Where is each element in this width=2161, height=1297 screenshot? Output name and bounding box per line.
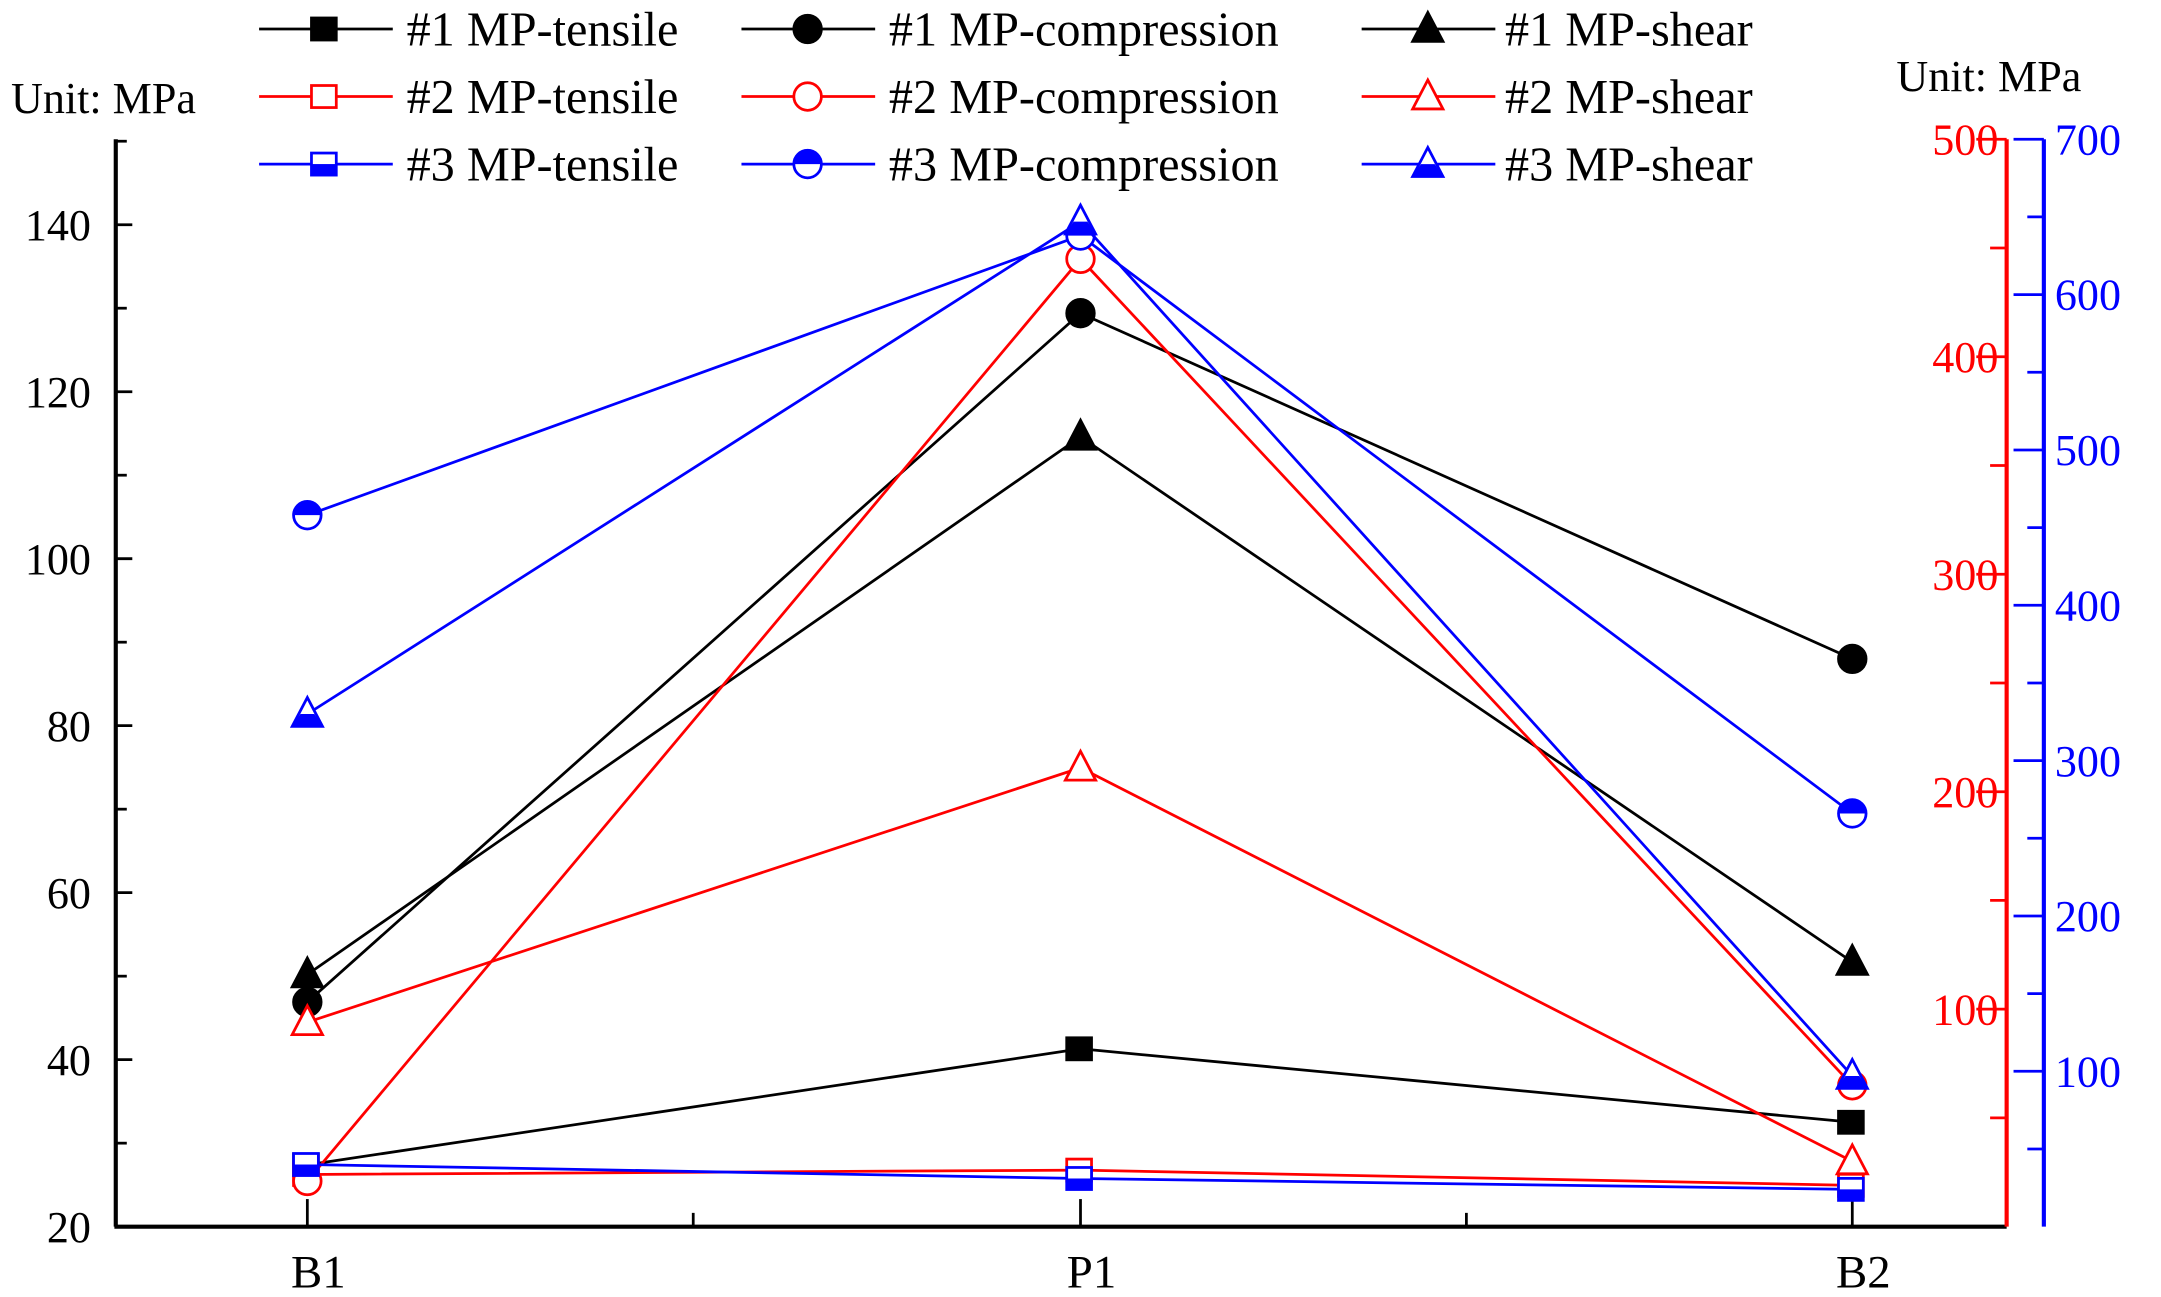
legend-marker xyxy=(310,16,338,42)
legend: #1 MP-tensile #1 MP-compression #1 MP-shea… xyxy=(259,4,1753,192)
series--3-mp-tensile xyxy=(292,1152,1865,1202)
data-point-marker xyxy=(1065,298,1096,329)
left-axis-tick-label: 20 xyxy=(47,1203,91,1252)
legend-item: #1 MP-compression xyxy=(741,4,1279,57)
series--1-mp-compression xyxy=(292,298,1868,1018)
legend-item: #2 MP-compression xyxy=(741,71,1279,124)
data-point-marker-fill xyxy=(1066,1178,1092,1190)
series--1-mp-tensile xyxy=(292,1036,1865,1178)
legend-marker xyxy=(792,81,823,112)
legend-marker xyxy=(792,13,823,45)
legend-item: #3 MP-compression xyxy=(741,139,1279,192)
blue-axis-tick-label: 700 xyxy=(2055,115,2121,164)
blue-axis-tick-label: 400 xyxy=(2055,581,2121,630)
red-axis-tick-label: 500 xyxy=(1932,115,1998,164)
legend-label: #2 MP-tensile xyxy=(407,71,679,124)
data-point-marker xyxy=(1837,643,1868,675)
legend-label: #3 MP-compression xyxy=(889,139,1279,192)
series-line xyxy=(306,435,1854,976)
data-point-marker-fill xyxy=(293,501,322,516)
red-axis-tick-label: 300 xyxy=(1932,550,1998,599)
legend-marker-fill xyxy=(793,150,822,165)
legend-label: #2 MP-shear xyxy=(1505,71,1753,124)
left-axis-tick-label: 60 xyxy=(47,869,91,918)
left-axis-tick-label: 140 xyxy=(25,201,91,250)
series--3-mp-shear xyxy=(289,202,1870,1090)
legend-label: #1 MP-shear xyxy=(1505,4,1753,57)
red-axis-tick-label: 400 xyxy=(1932,333,1998,382)
legend-item: #1 MP-shear xyxy=(1361,4,1753,57)
left-axis-tick-label: 80 xyxy=(47,702,91,751)
legend-label: #1 MP-tensile xyxy=(407,4,679,57)
legend-item: #1 MP-tensile xyxy=(259,4,678,57)
legend-marker xyxy=(1410,77,1446,111)
legend-label: #2 MP-compression xyxy=(889,71,1279,124)
data-point-marker-fill xyxy=(292,714,323,727)
red-axis-tick-label: 200 xyxy=(1932,768,1998,817)
legend-item: #3 MP-tensile xyxy=(259,139,678,192)
series-line xyxy=(306,219,1854,1077)
blue-axis-tick-label: 100 xyxy=(2055,1047,2121,1096)
left-axis-tick-label: 40 xyxy=(47,1036,91,1085)
series--2-mp-shear xyxy=(289,748,1870,1176)
legend-label: #1 MP-compression xyxy=(889,4,1279,57)
data-point-marker-fill xyxy=(1065,221,1096,234)
blue-axis-tick-label: 200 xyxy=(2055,892,2121,941)
data-point-marker xyxy=(289,1002,325,1037)
blue-axis-tick-label: 500 xyxy=(2055,426,2121,475)
data-point-marker xyxy=(1834,942,1870,976)
left-axis-tick-label: 120 xyxy=(25,368,91,417)
data-point-marker-fill xyxy=(1838,799,1867,814)
legend-item: #2 MP-tensile xyxy=(259,71,678,124)
data-point-marker-fill xyxy=(293,1164,319,1176)
right-axis-unit-label: Unit: MPa xyxy=(1896,52,2081,101)
data-point-marker xyxy=(1063,748,1098,782)
data-point-marker xyxy=(289,954,325,989)
series-lines xyxy=(289,202,1870,1202)
x-axis-tick-label: P1 xyxy=(1067,1246,1116,1297)
legend-label: #3 MP-shear xyxy=(1505,139,1753,192)
blue-axis-tick-label: 600 xyxy=(2055,271,2121,320)
legend-label: #3 MP-tensile xyxy=(407,139,679,192)
blue-axis-tick-label: 300 xyxy=(2055,737,2121,786)
legend-marker-fill xyxy=(311,164,337,176)
legend-marker xyxy=(1410,9,1446,43)
data-point-marker xyxy=(1837,1109,1865,1135)
left-axis-unit-label: Unit: MPa xyxy=(11,74,196,123)
legend-item: #3 MP-shear xyxy=(1361,139,1753,192)
red-axis-tick-label: 100 xyxy=(1932,985,1998,1034)
legend-marker xyxy=(310,84,338,109)
axes: 20 40 60 80 100 120 140 100 200 300 400 500 100 200 30… xyxy=(25,115,2121,1297)
series-line xyxy=(306,311,1853,1004)
series--1-mp-shear xyxy=(289,417,1870,989)
left-axis-tick-label: 100 xyxy=(25,535,91,584)
legend-item: #2 MP-shear xyxy=(1361,71,1753,124)
data-point-marker xyxy=(1063,417,1098,451)
data-point-marker-fill xyxy=(1837,1075,1868,1089)
x-axis-tick-label: B2 xyxy=(1836,1246,1891,1297)
x-axis-tick-label: B1 xyxy=(291,1246,346,1297)
legend-marker-fill xyxy=(1412,164,1443,177)
data-point-marker xyxy=(1834,1141,1870,1176)
data-point-marker xyxy=(1065,1036,1093,1062)
data-point-marker-fill xyxy=(1838,1189,1864,1201)
series-line xyxy=(306,766,1853,1163)
series-line xyxy=(307,1047,1853,1167)
